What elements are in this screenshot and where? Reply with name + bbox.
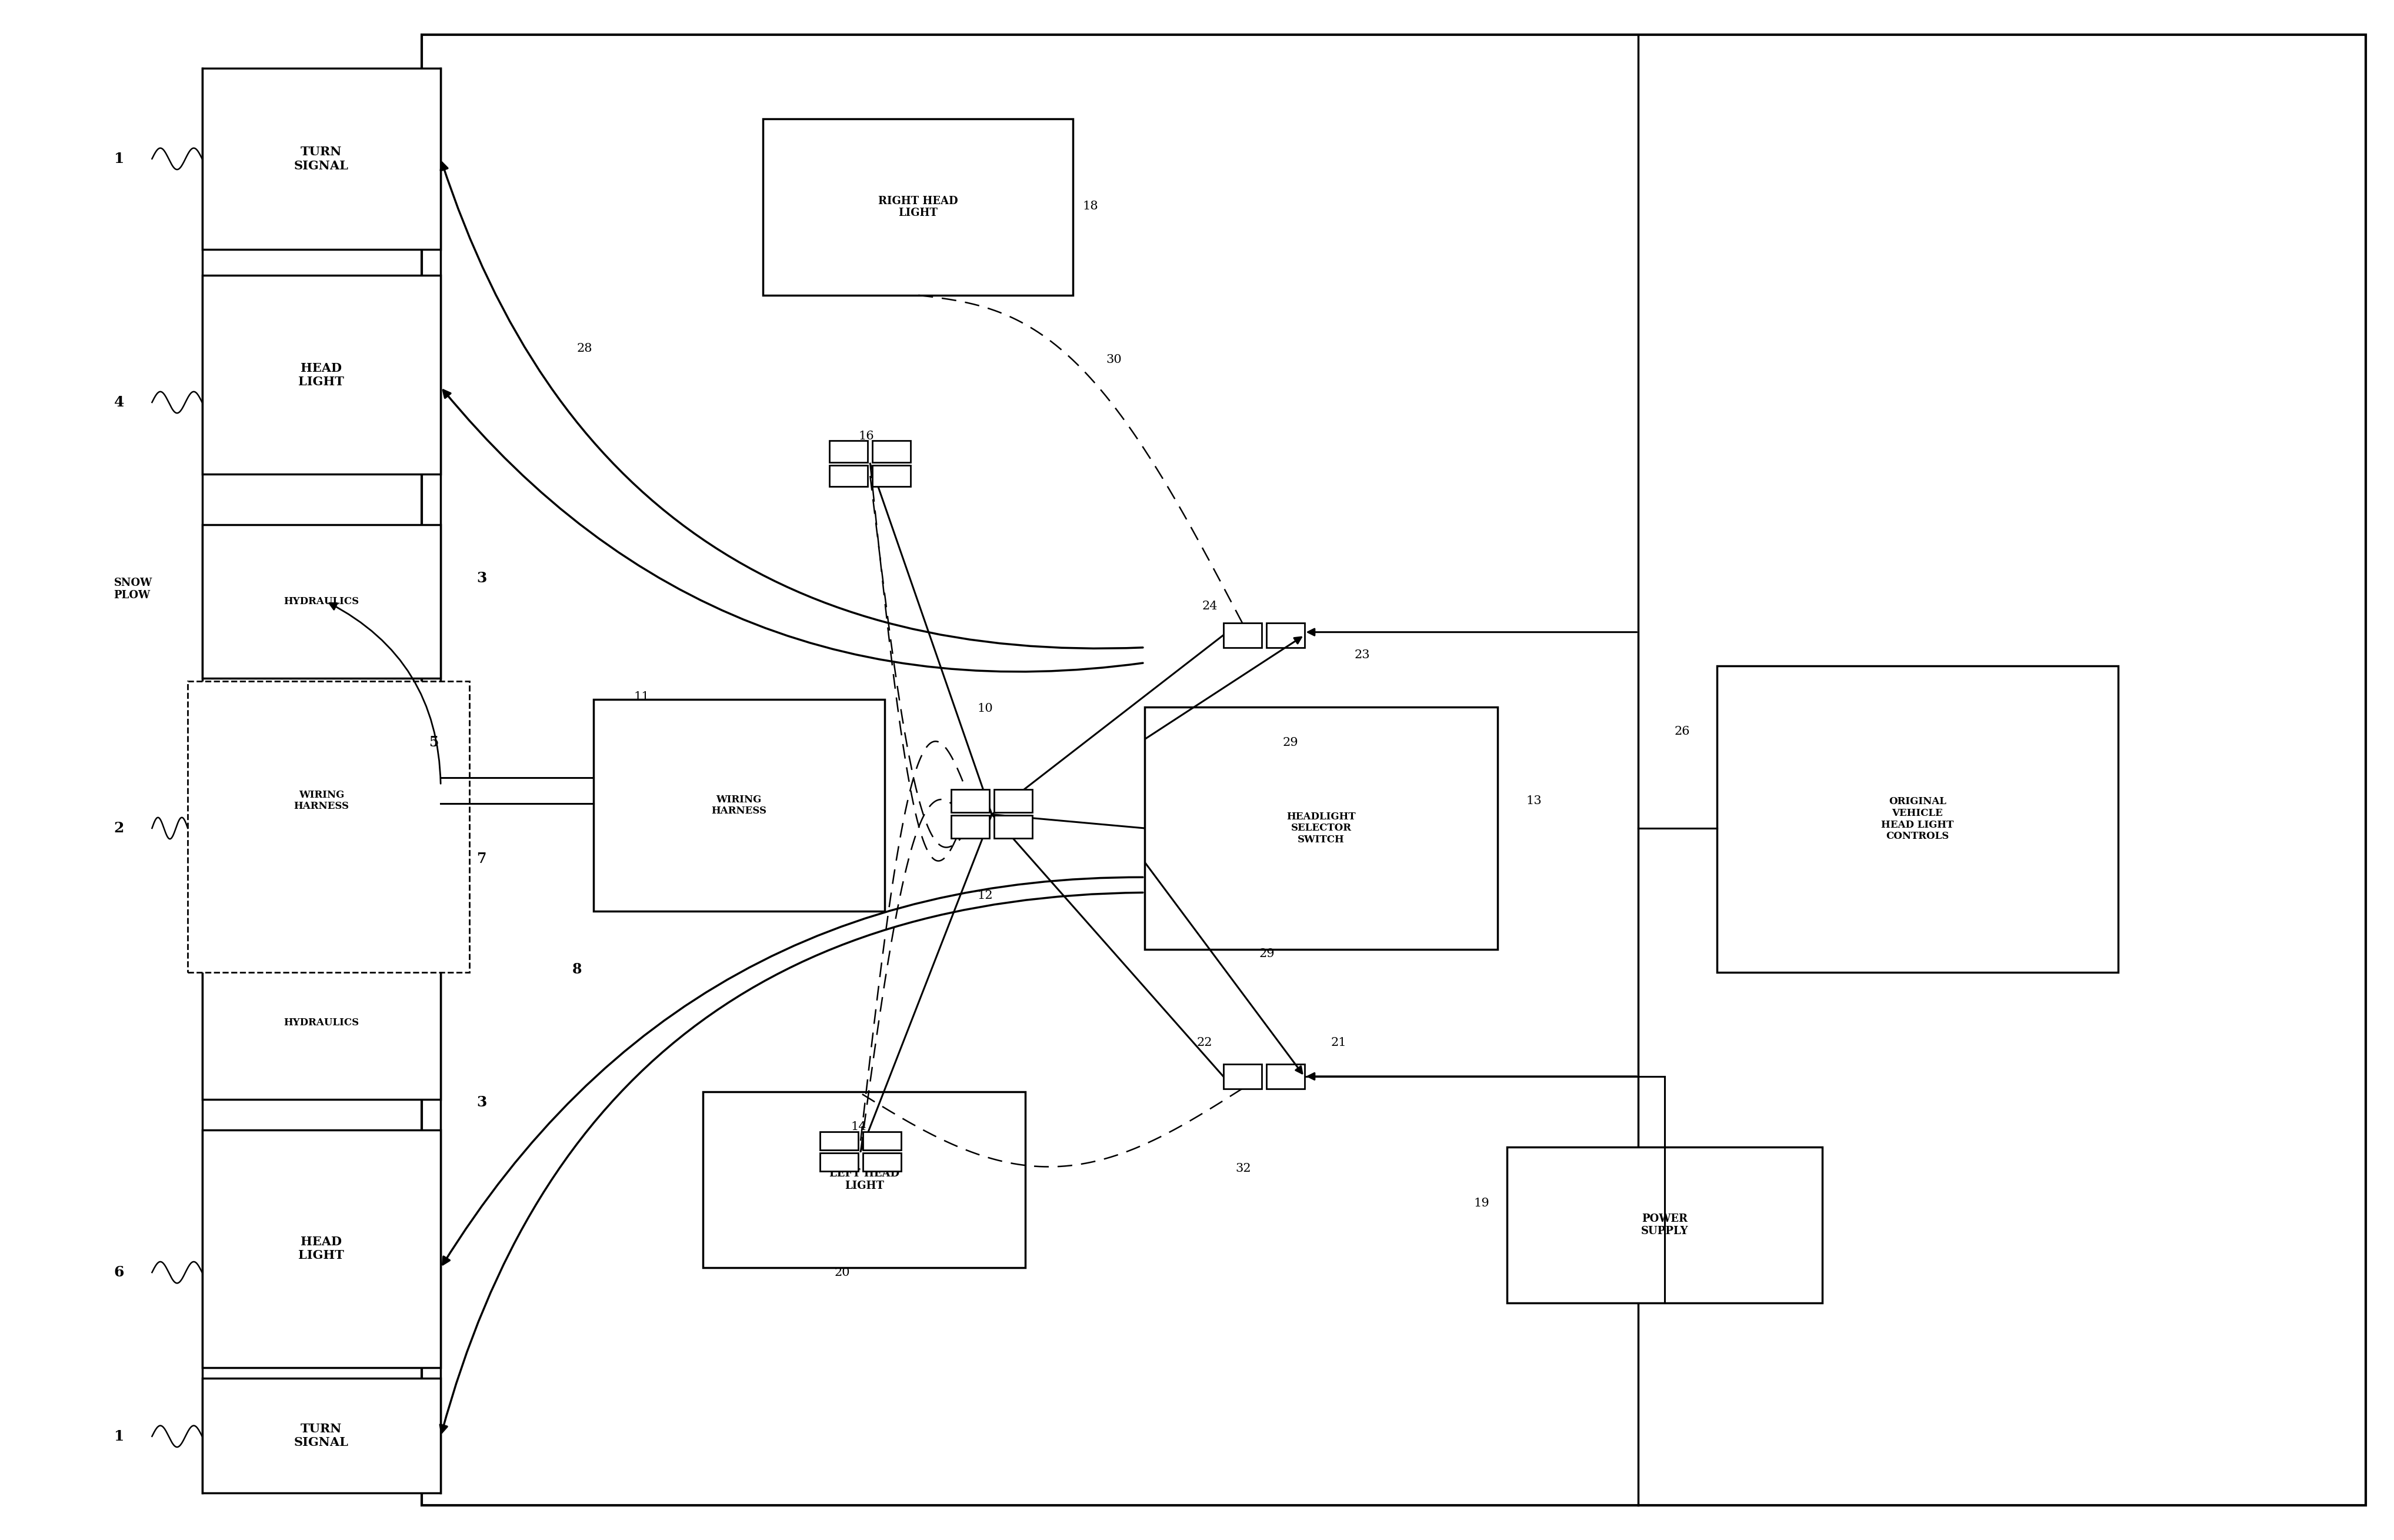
- Bar: [1266, 1064, 1305, 1089]
- Bar: [201, 276, 440, 474]
- Text: 5: 5: [429, 736, 438, 750]
- Text: POWER
SUPPLY: POWER SUPPLY: [1640, 1214, 1688, 1237]
- Text: 2: 2: [115, 821, 124, 835]
- Text: 3: 3: [476, 1095, 486, 1109]
- Text: TURN
SIGNAL: TURN SIGNAL: [294, 1423, 350, 1448]
- Text: WIRING
HARNESS: WIRING HARNESS: [711, 795, 766, 816]
- Text: 20: 20: [836, 1267, 850, 1278]
- Text: WIRING
HARNESS: WIRING HARNESS: [294, 790, 350, 812]
- Text: 3: 3: [476, 571, 486, 585]
- Text: 16: 16: [857, 431, 874, 442]
- Bar: [862, 1153, 900, 1172]
- Bar: [1223, 1064, 1262, 1089]
- Bar: [871, 440, 910, 462]
- Text: 29: 29: [1259, 949, 1274, 959]
- Text: TURN
SIGNAL: TURN SIGNAL: [294, 146, 350, 171]
- Text: 1: 1: [115, 152, 124, 166]
- Text: 11: 11: [634, 691, 649, 702]
- Bar: [201, 946, 440, 1100]
- Bar: [201, 1378, 440, 1492]
- Bar: [831, 465, 867, 487]
- Bar: [201, 68, 440, 249]
- Text: HEAD
LIGHT: HEAD LIGHT: [299, 1237, 345, 1261]
- Text: 8: 8: [572, 962, 582, 976]
- Bar: [994, 815, 1032, 838]
- Bar: [831, 440, 867, 462]
- Text: 1: 1: [115, 1429, 124, 1443]
- Text: 13: 13: [1527, 795, 1542, 807]
- Text: 23: 23: [1355, 650, 1369, 661]
- Bar: [1508, 1147, 1822, 1303]
- Text: HEAD
LIGHT: HEAD LIGHT: [299, 362, 345, 388]
- Bar: [201, 708, 440, 893]
- Text: 21: 21: [1331, 1036, 1345, 1049]
- Text: LEFT HEAD
LIGHT: LEFT HEAD LIGHT: [828, 1169, 900, 1190]
- Bar: [821, 1153, 857, 1172]
- Text: SNOW
PLOW: SNOW PLOW: [115, 578, 153, 601]
- Text: 12: 12: [977, 890, 994, 901]
- Bar: [201, 525, 440, 678]
- Text: 19: 19: [1475, 1198, 1489, 1209]
- Bar: [421, 35, 2365, 1505]
- Text: 18: 18: [1082, 200, 1099, 213]
- Bar: [187, 681, 469, 972]
- Bar: [994, 788, 1032, 812]
- Text: 29: 29: [1283, 736, 1298, 748]
- Text: 26: 26: [1673, 727, 1690, 738]
- Text: 22: 22: [1197, 1036, 1214, 1049]
- Bar: [821, 1132, 857, 1150]
- Bar: [871, 465, 910, 487]
- Bar: [1223, 624, 1262, 647]
- Text: 30: 30: [1106, 354, 1123, 365]
- Text: ORIGINAL
VEHICLE
HEAD LIGHT
CONTROLS: ORIGINAL VEHICLE HEAD LIGHT CONTROLS: [1882, 796, 1954, 841]
- Text: 10: 10: [977, 704, 994, 715]
- Bar: [1266, 624, 1305, 647]
- Bar: [594, 699, 883, 912]
- Bar: [201, 1130, 440, 1368]
- Bar: [862, 1132, 900, 1150]
- Text: 7: 7: [476, 852, 486, 865]
- Bar: [950, 815, 989, 838]
- Text: 28: 28: [577, 343, 591, 354]
- Text: 4: 4: [115, 396, 124, 410]
- Text: 6: 6: [115, 1266, 124, 1280]
- Text: 32: 32: [1235, 1163, 1250, 1173]
- Text: HYDRAULICS: HYDRAULICS: [285, 1018, 359, 1027]
- Bar: [764, 119, 1073, 296]
- Text: 14: 14: [850, 1121, 867, 1132]
- Bar: [1716, 665, 2119, 972]
- Bar: [950, 788, 989, 812]
- Bar: [1144, 707, 1499, 949]
- Bar: [704, 1092, 1025, 1267]
- Text: 24: 24: [1202, 601, 1219, 611]
- Text: HEADLIGHT
SELECTOR
SWITCH: HEADLIGHT SELECTOR SWITCH: [1286, 812, 1355, 845]
- Text: HYDRAULICS: HYDRAULICS: [285, 596, 359, 607]
- Text: RIGHT HEAD
LIGHT: RIGHT HEAD LIGHT: [879, 196, 958, 219]
